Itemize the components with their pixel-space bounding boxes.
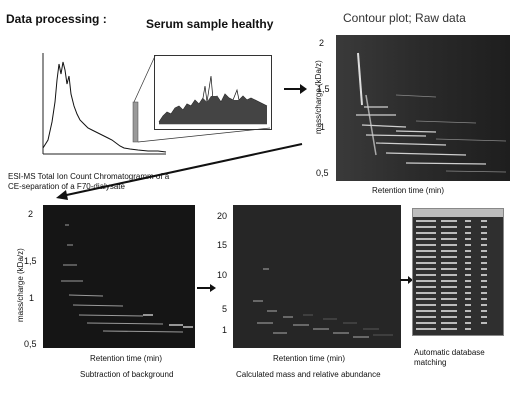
raw-ytick: 2: [319, 38, 325, 48]
mass-ytick: 15: [217, 240, 228, 250]
raw-ytick: 0,5: [316, 168, 329, 178]
tic-chromatogram: [42, 53, 167, 155]
database-caption: Automatic database matching: [414, 348, 485, 367]
arrow-to-contour: [284, 84, 307, 94]
raw-contour-panel: [336, 35, 510, 181]
mass-ytick: 20: [217, 211, 228, 221]
bg-ytick: 1: [29, 293, 35, 303]
zoom-inset: [154, 55, 272, 130]
mass-ytick: 5: [222, 304, 228, 314]
calculated-mass-panel: [233, 205, 401, 348]
bg-ytick: 2: [28, 209, 34, 219]
arrow-mass-to-database: [400, 276, 413, 284]
raw-ytick: 1: [320, 122, 326, 132]
tic-caption: ESI-MS Total Ion Count Chromatogramm of …: [8, 172, 170, 191]
bg-caption: Subtraction of background: [80, 370, 174, 379]
data-processing-label: Data processing :: [6, 12, 107, 26]
mass-xlabel: Retention time (min): [273, 354, 346, 363]
bg-ytick: 0,5: [24, 339, 37, 349]
contour-plot-title: Contour plot; Raw data: [343, 11, 466, 25]
database-table: [412, 208, 504, 336]
mass-ytick: 1: [222, 325, 228, 335]
raw-ytick: 1,5: [317, 84, 330, 94]
arrow-bg-to-mass: [197, 284, 216, 292]
serum-sample-title: Serum sample healthy: [146, 17, 274, 31]
mass-caption: Calculated mass and relative abundance: [236, 370, 381, 379]
background-subtracted-panel: [43, 205, 195, 348]
bg-ytick: 1,5: [24, 256, 37, 266]
raw-xlabel: Retention time (min): [372, 186, 445, 195]
bg-xlabel: Retention time (min): [90, 354, 163, 363]
mass-ytick: 10: [217, 270, 228, 280]
